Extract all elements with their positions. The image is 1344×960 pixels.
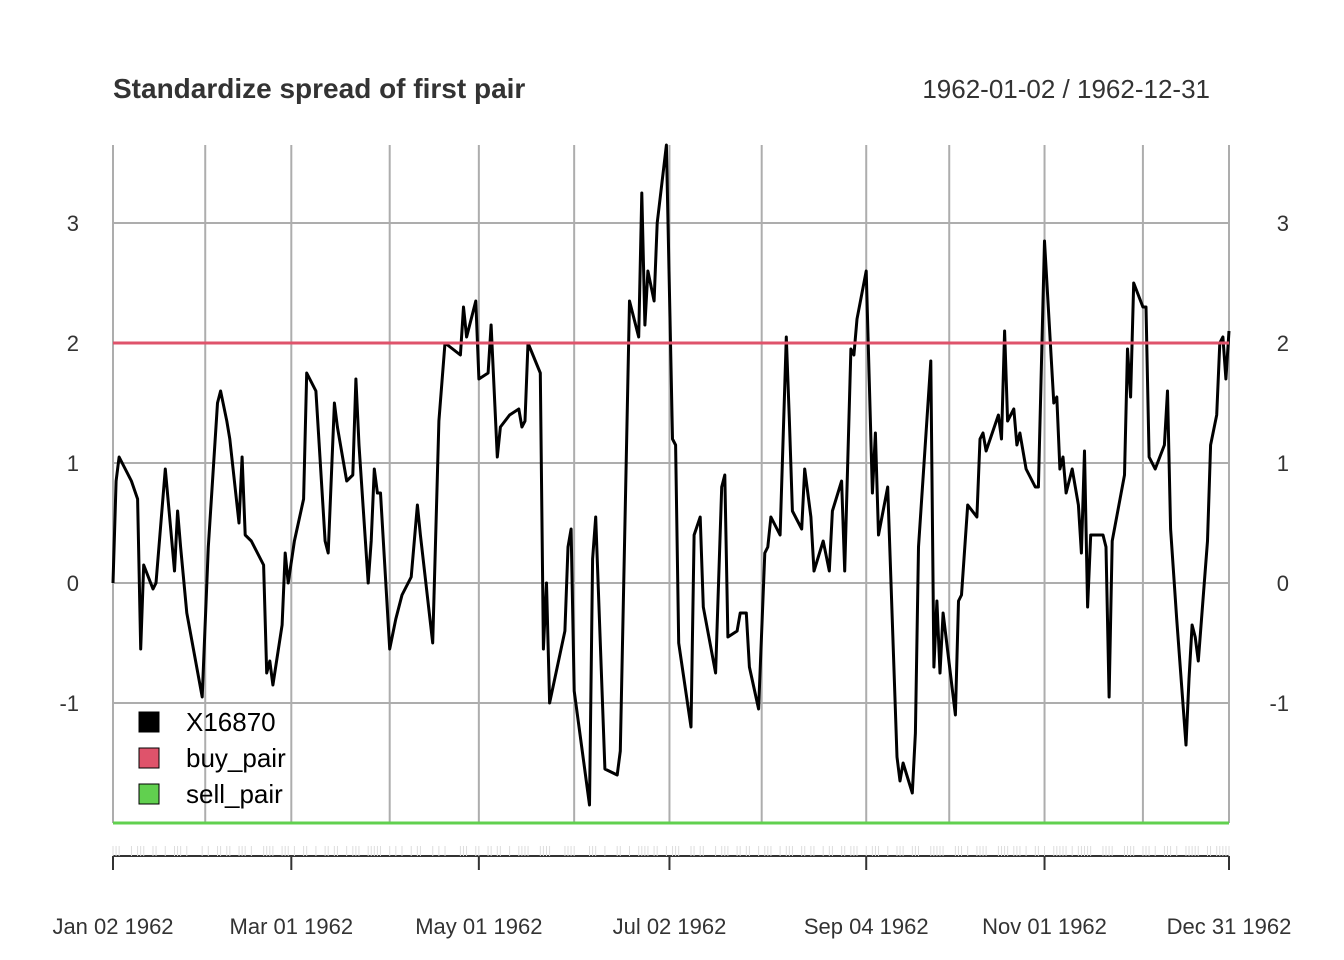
- x-tick-label: Sep 04 1962: [804, 914, 929, 939]
- legend-swatch-X16870: [138, 711, 160, 733]
- y-tick-label-left: 3: [67, 211, 79, 236]
- x-tick-label: Dec 31 1962: [1167, 914, 1292, 939]
- date-range-label: 1962-01-02 / 1962-12-31: [922, 74, 1210, 104]
- y-tick-label-right: -1: [1269, 691, 1289, 716]
- x-tick-label: Jan 02 1962: [52, 914, 173, 939]
- series: [111, 143, 1231, 825]
- y-tick-label-left: 0: [67, 571, 79, 596]
- y-tick-label-right: 3: [1277, 211, 1289, 236]
- y-ticks-right: -1 0 1 2 3: [1269, 211, 1289, 716]
- x-tick-label: May 01 1962: [415, 914, 542, 939]
- y-ticks-left: -1 0 1 2 3: [59, 211, 79, 716]
- y-tick-label-right: 1: [1277, 451, 1289, 476]
- legend-label-X16870: X16870: [186, 707, 276, 737]
- y-tick-label-left: -1: [59, 691, 79, 716]
- y-tick-label-left: 2: [67, 331, 79, 356]
- x-tick-label: Nov 01 1962: [982, 914, 1107, 939]
- legend-label-buy_pair: buy_pair: [186, 743, 286, 773]
- legend: X16870 buy_pair sell_pair: [138, 707, 286, 809]
- x-tick-label: Jul 02 1962: [613, 914, 727, 939]
- legend-swatch-sell_pair: [138, 783, 160, 805]
- series-line-X16870: [111, 143, 1231, 807]
- chart-title: Standardize spread of first pair: [113, 73, 525, 104]
- x-tick-label: Mar 01 1962: [230, 914, 354, 939]
- grid: [112, 145, 1230, 823]
- y-tick-label-left: 1: [67, 451, 79, 476]
- y-tick-label-right: 0: [1277, 571, 1289, 596]
- x-axis: Jan 02 1962 Mar 01 1962 May 01 1962 Jul 02 …: [52, 846, 1291, 939]
- y-tick-label-right: 2: [1277, 331, 1289, 356]
- legend-label-sell_pair: sell_pair: [186, 779, 283, 809]
- legend-swatch-buy_pair: [138, 747, 160, 769]
